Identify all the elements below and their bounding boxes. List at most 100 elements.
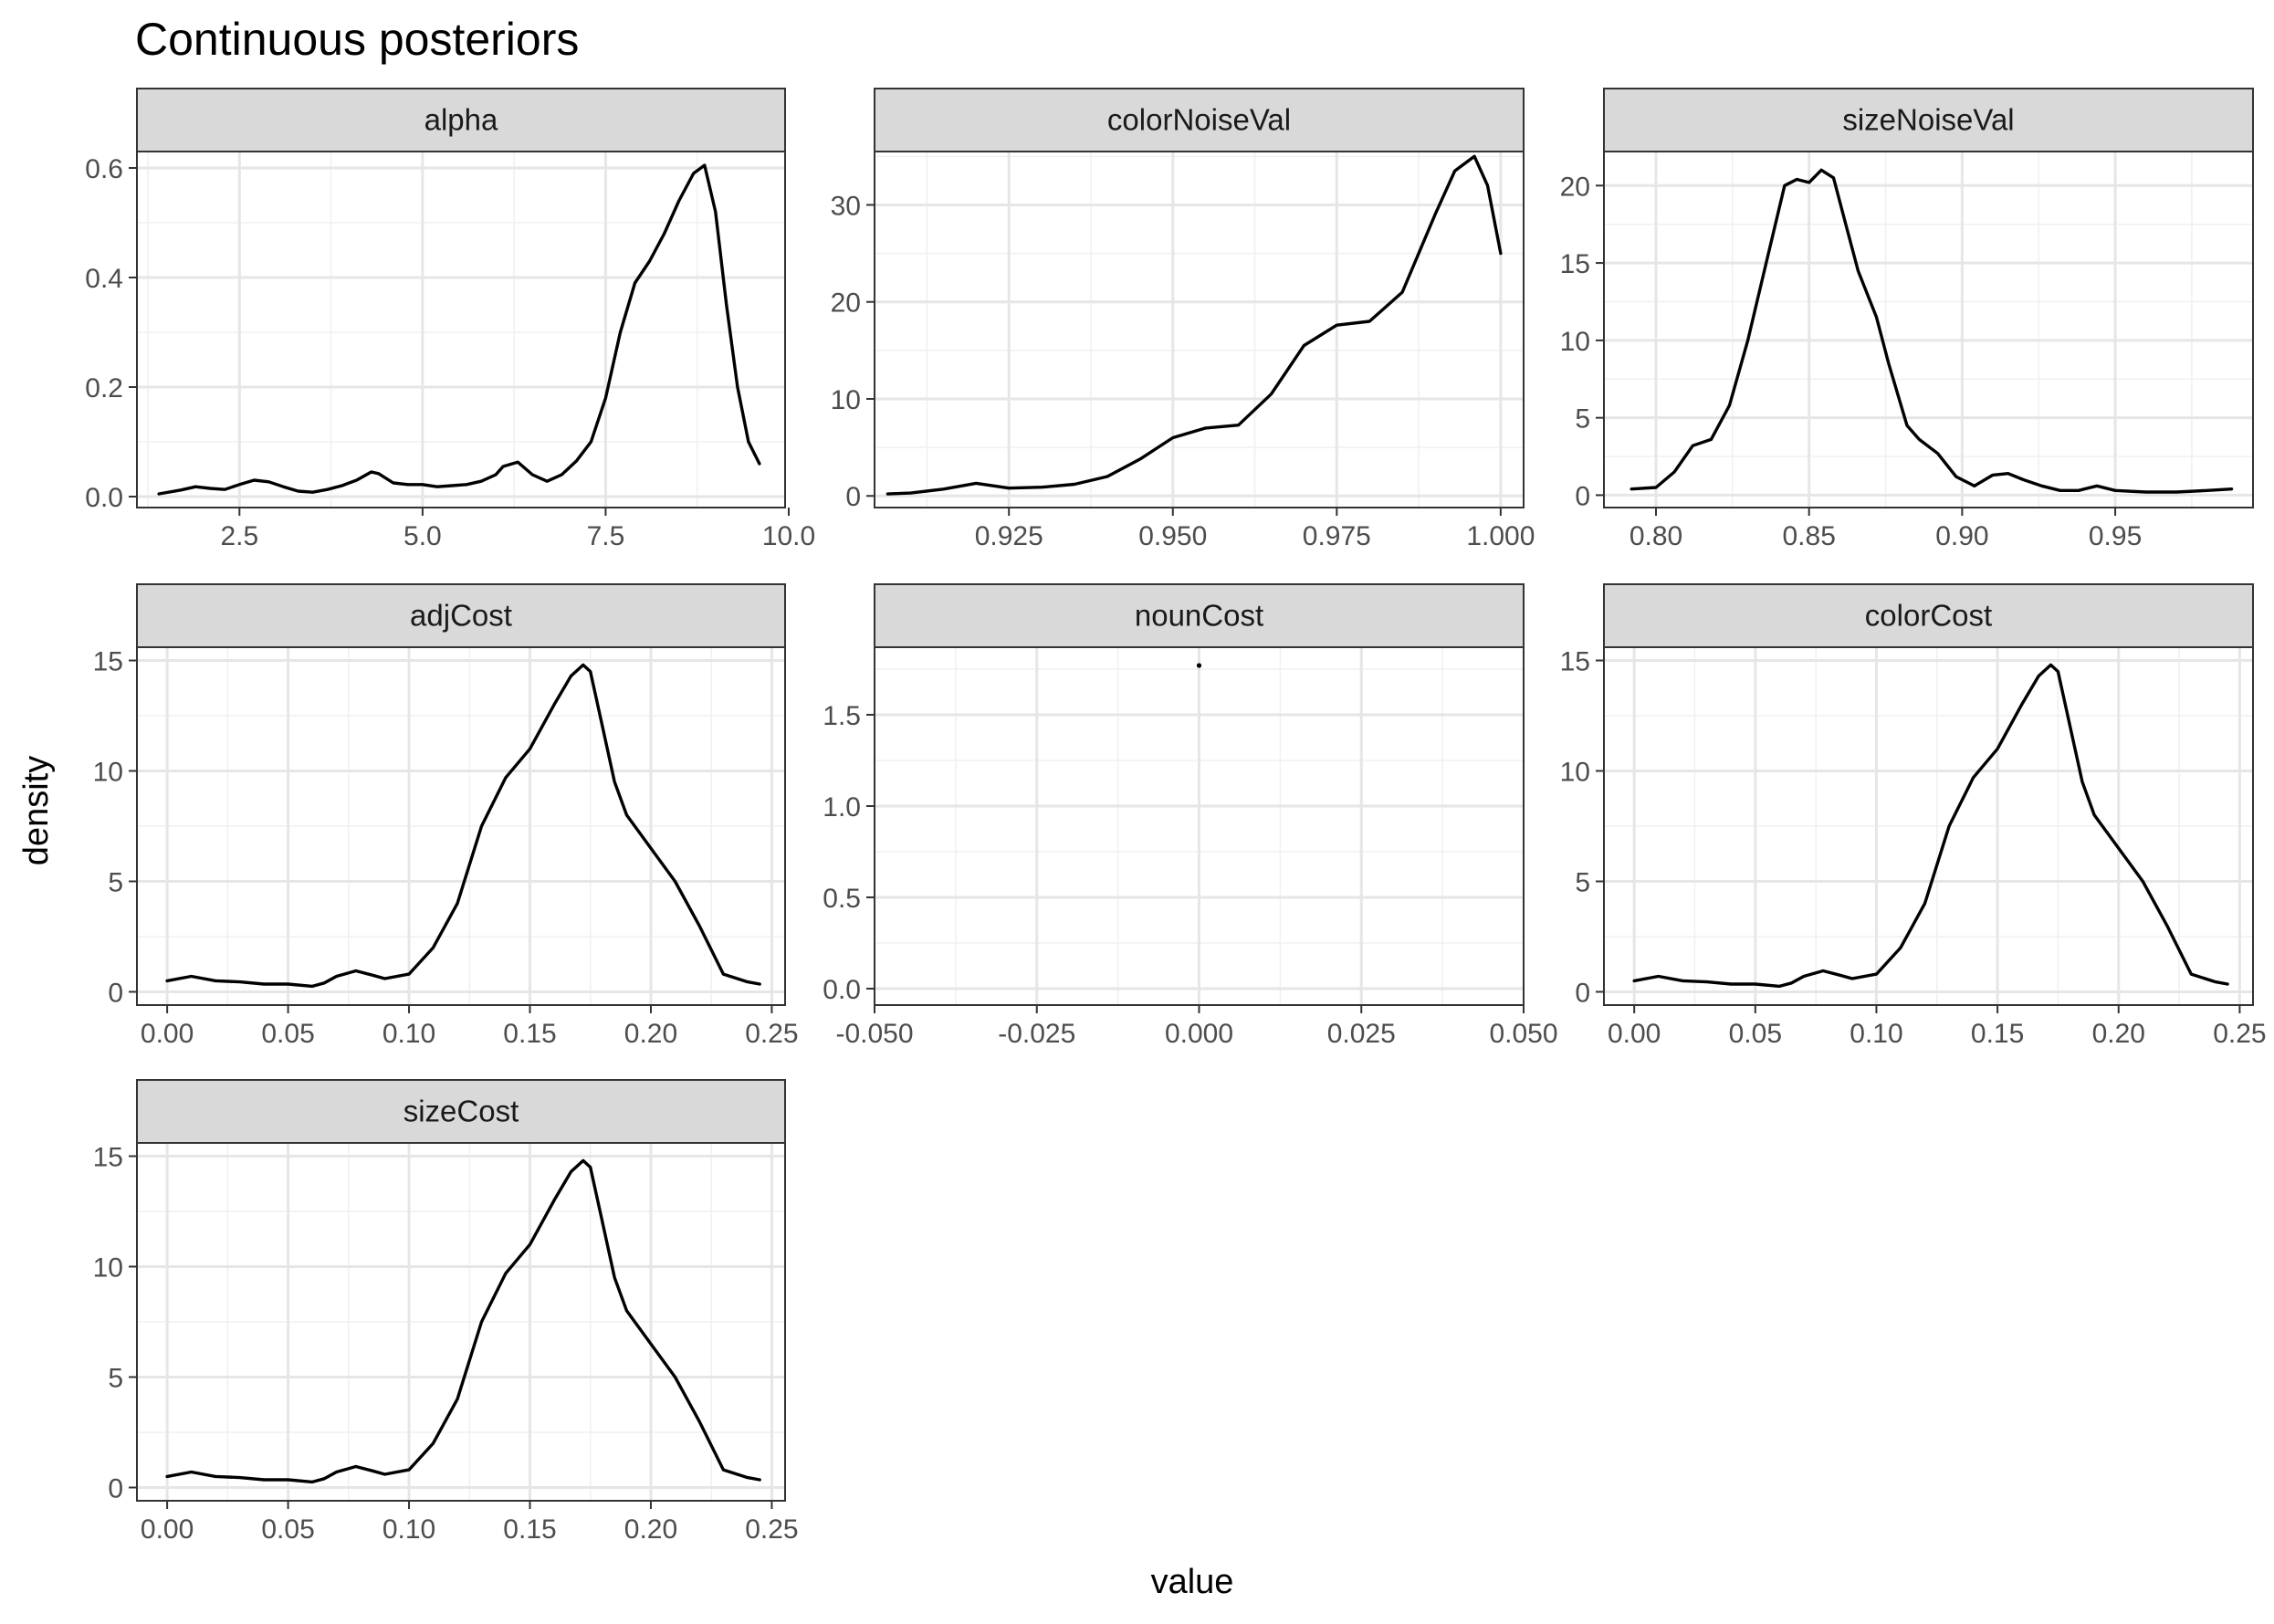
y-tick-label: 1.0 xyxy=(823,792,861,822)
x-tick-label: -0.050 xyxy=(835,1019,913,1049)
x-tick-label: 0.025 xyxy=(1327,1019,1396,1049)
facet-strip-label: adjCost xyxy=(410,599,512,633)
x-tick-label: 0.05 xyxy=(261,1514,314,1545)
density-line xyxy=(1632,663,2229,989)
x-tick-label: 10.0 xyxy=(762,521,815,551)
y-tick-label: 1.5 xyxy=(823,701,861,731)
facet-strip-label: nounCost xyxy=(1135,599,1263,633)
y-tick-label: 0.0 xyxy=(85,483,123,513)
y-tick-label: 20 xyxy=(831,288,861,319)
facet-strip-label: sizeCost xyxy=(403,1095,519,1128)
y-tick-label: 0 xyxy=(108,1473,123,1504)
y-tick-label: 15 xyxy=(1560,249,1590,279)
y-tick-label: 20 xyxy=(1560,172,1590,202)
density-point xyxy=(1196,663,1202,668)
density-line xyxy=(165,663,761,989)
panel-border xyxy=(136,151,786,508)
y-tick-label: 0 xyxy=(1575,978,1590,1008)
density-line xyxy=(165,1158,761,1484)
panel-border xyxy=(874,151,1525,508)
y-tick-label: 0.5 xyxy=(823,884,861,914)
y-tick-label: 15 xyxy=(1560,647,1590,677)
y-tick-label: 0.4 xyxy=(85,264,123,294)
y-tick-label: 5 xyxy=(1575,404,1590,435)
y-tick-label: 0 xyxy=(108,978,123,1008)
facet-sizeNoiseVal: sizeNoiseVal 0.80 0.85 0.90 0.95 0 5 10 15 20 xyxy=(1560,88,2254,551)
y-tick-label: 0 xyxy=(1575,481,1590,511)
y-tick-label: 15 xyxy=(93,1143,123,1173)
x-tick-label: 0.950 xyxy=(1138,521,1207,551)
x-tick-label: 0.050 xyxy=(1489,1019,1557,1049)
density-line xyxy=(157,163,761,496)
facet-strip-label: sizeNoiseVal xyxy=(1842,103,2014,137)
facet-nounCost: nounCost -0.050 -0.025 0.000 0.025 0.050 0.0 0.… xyxy=(823,583,1558,1049)
panel-border xyxy=(136,1142,786,1502)
facet-colorCost: colorCost 0.00 0.05 0.10 0.15 0.20 0.25 0 5 10 15 xyxy=(1560,583,2267,1049)
panel-border xyxy=(1603,151,2254,508)
x-tick-label: 0.95 xyxy=(2089,521,2142,551)
panel-background xyxy=(875,152,1524,508)
x-axis-title: value xyxy=(1151,1563,1234,1601)
panel-background xyxy=(137,152,785,508)
facet-strip xyxy=(136,583,786,648)
x-tick-label: 1.000 xyxy=(1466,521,1535,551)
facet-adjCost: adjCost 0.00 0.05 0.10 0.15 0.20 0.25 0 5 10 15 xyxy=(93,583,799,1049)
x-tick-label: 0.000 xyxy=(1165,1019,1233,1049)
x-tick-label: 0.15 xyxy=(503,1514,556,1545)
y-axis-title: density xyxy=(17,756,56,865)
x-tick-label: 0.00 xyxy=(141,1514,194,1545)
density-line xyxy=(1630,168,2234,494)
x-tick-label: 7.5 xyxy=(587,521,625,551)
y-tick-label: 15 xyxy=(93,647,123,677)
x-tick-label: 0.25 xyxy=(2213,1019,2266,1049)
panel-background xyxy=(1604,152,2253,508)
x-tick-label: 0.20 xyxy=(624,1019,677,1049)
x-tick-label: 5.0 xyxy=(403,521,442,551)
facet-strip xyxy=(1603,583,2254,648)
facet-strip xyxy=(136,88,786,152)
x-tick-label: 0.25 xyxy=(745,1019,798,1049)
y-tick-label: 5 xyxy=(108,867,123,897)
x-tick-label: -0.025 xyxy=(998,1019,1075,1049)
x-tick-label: 0.05 xyxy=(261,1019,314,1049)
y-tick-label: 10 xyxy=(831,385,861,415)
x-tick-label: 0.10 xyxy=(1850,1019,1902,1049)
y-tick-label: 30 xyxy=(831,191,861,221)
x-tick-label: 0.80 xyxy=(1630,521,1682,551)
x-tick-label: 0.20 xyxy=(2092,1019,2145,1049)
facet-panels: alpha 2.5 5.0 7.5 10.0 0.0 0.2 0.4 0.6 colorNoise… xyxy=(85,88,2267,1545)
facet-strip xyxy=(874,583,1525,648)
x-tick-label: 0.15 xyxy=(503,1019,556,1049)
x-tick-label: 0.00 xyxy=(141,1019,194,1049)
x-tick-label: 0.15 xyxy=(1971,1019,2024,1049)
y-tick-label: 10 xyxy=(93,758,123,788)
panel-border xyxy=(1603,646,2254,1006)
x-tick-label: 0.00 xyxy=(1608,1019,1661,1049)
x-tick-label: 2.5 xyxy=(220,521,258,551)
facet-alpha: alpha 2.5 5.0 7.5 10.0 0.0 0.2 0.4 0.6 xyxy=(85,88,815,551)
panel-border xyxy=(136,646,786,1006)
y-tick-label: 0.6 xyxy=(85,154,123,184)
y-tick-label: 0 xyxy=(845,482,861,512)
y-tick-label: 10 xyxy=(1560,758,1590,788)
y-tick-label: 0.0 xyxy=(823,975,861,1005)
x-tick-label: 0.10 xyxy=(382,1019,435,1049)
x-tick-label: 0.25 xyxy=(745,1514,798,1545)
chart-title: Continuous posteriors xyxy=(135,14,579,65)
facet-strip-label: colorNoiseVal xyxy=(1107,103,1291,137)
facet-strip-label: colorCost xyxy=(1865,599,1992,633)
x-tick-label: 0.10 xyxy=(382,1514,435,1545)
facet-strip xyxy=(136,1079,786,1144)
y-tick-label: 5 xyxy=(108,1363,123,1393)
facet-colorNoiseVal: colorNoiseVal 0.925 0.950 0.975 1.000 0 10 20 30 xyxy=(831,88,1535,551)
x-tick-label: 0.925 xyxy=(975,521,1043,551)
x-tick-label: 0.05 xyxy=(1729,1019,1782,1049)
y-tick-label: 5 xyxy=(1575,867,1590,897)
y-tick-label: 10 xyxy=(93,1253,123,1283)
density-line xyxy=(885,154,1503,496)
x-tick-label: 0.90 xyxy=(1935,521,1988,551)
facet-sizeCost: sizeCost 0.00 0.05 0.10 0.15 0.20 0.25 0 5 10 15 xyxy=(93,1079,799,1545)
y-tick-label: 0.2 xyxy=(85,373,123,403)
x-tick-label: 0.85 xyxy=(1783,521,1836,551)
